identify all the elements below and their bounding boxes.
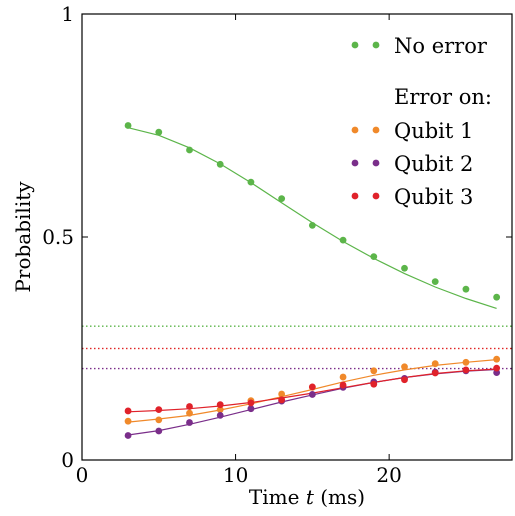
data-point [493, 355, 501, 363]
ticks: 0 10 20 0 0.5 1 [42, 2, 512, 487]
data-point [124, 432, 132, 439]
data-point [186, 403, 193, 410]
data-point [124, 407, 132, 415]
y-tick-label: 0.5 [42, 225, 74, 249]
data-point [247, 178, 255, 186]
data-point [216, 401, 224, 409]
data-point [308, 222, 316, 229]
data-point [278, 396, 286, 404]
data-point [186, 146, 193, 154]
data-point [124, 417, 132, 425]
data-point [462, 285, 470, 293]
data-point [155, 406, 163, 414]
legend-marker [372, 192, 380, 200]
fit-curve [128, 368, 497, 436]
legend-subheading: Error on: [394, 85, 492, 109]
data-point [339, 381, 347, 389]
data-point [155, 427, 163, 435]
legend-label: Qubit 2 [394, 152, 473, 176]
data-point [370, 367, 378, 375]
data-point [308, 383, 316, 391]
data-point [493, 364, 501, 372]
data-point [401, 264, 408, 272]
data-point [370, 380, 378, 388]
data-point [247, 405, 255, 413]
legend-marker [372, 159, 380, 167]
data-point [339, 373, 347, 381]
data-point [216, 412, 224, 419]
legend-label: Qubit 1 [394, 119, 473, 143]
data-point [462, 358, 470, 366]
data-point [431, 369, 439, 377]
data-point [308, 391, 316, 398]
data-point [247, 399, 255, 407]
data-point [124, 122, 132, 129]
data-point [431, 278, 439, 285]
x-tick-label: 0 [76, 463, 89, 487]
data-point [462, 366, 470, 374]
y-tick-label: 0 [61, 448, 74, 472]
x-tick-label: 20 [376, 463, 401, 487]
data-point [431, 360, 439, 368]
asymptote-lines [82, 325, 512, 370]
data-points [124, 122, 501, 439]
legend-marker [372, 41, 380, 49]
x-tick-label: 10 [223, 463, 248, 487]
legend-label: No error [394, 34, 488, 58]
data-point [216, 406, 224, 414]
data-point [216, 160, 224, 168]
data-point [155, 416, 163, 424]
data-point [278, 195, 286, 203]
y-axis-label: Probability [11, 181, 35, 293]
data-point [339, 236, 347, 244]
data-point [401, 363, 408, 371]
legend-label: Qubit 3 [394, 185, 473, 209]
data-point [278, 390, 286, 398]
legend: No error Qubit 1 Qubit 2 Qubit 3 Error on: [351, 34, 492, 209]
data-point [186, 419, 193, 426]
legend-marker [351, 126, 359, 134]
y-tick-label: 1 [61, 2, 74, 26]
legend-marker [372, 126, 380, 134]
data-point [493, 293, 501, 301]
data-point [401, 376, 408, 384]
data-point [186, 409, 193, 417]
legend-marker [351, 192, 359, 200]
legend-marker [351, 159, 359, 167]
legend-marker [351, 41, 359, 49]
x-axis-label: Time t (ms) [249, 485, 365, 509]
data-point [155, 128, 163, 136]
data-point [370, 253, 378, 261]
